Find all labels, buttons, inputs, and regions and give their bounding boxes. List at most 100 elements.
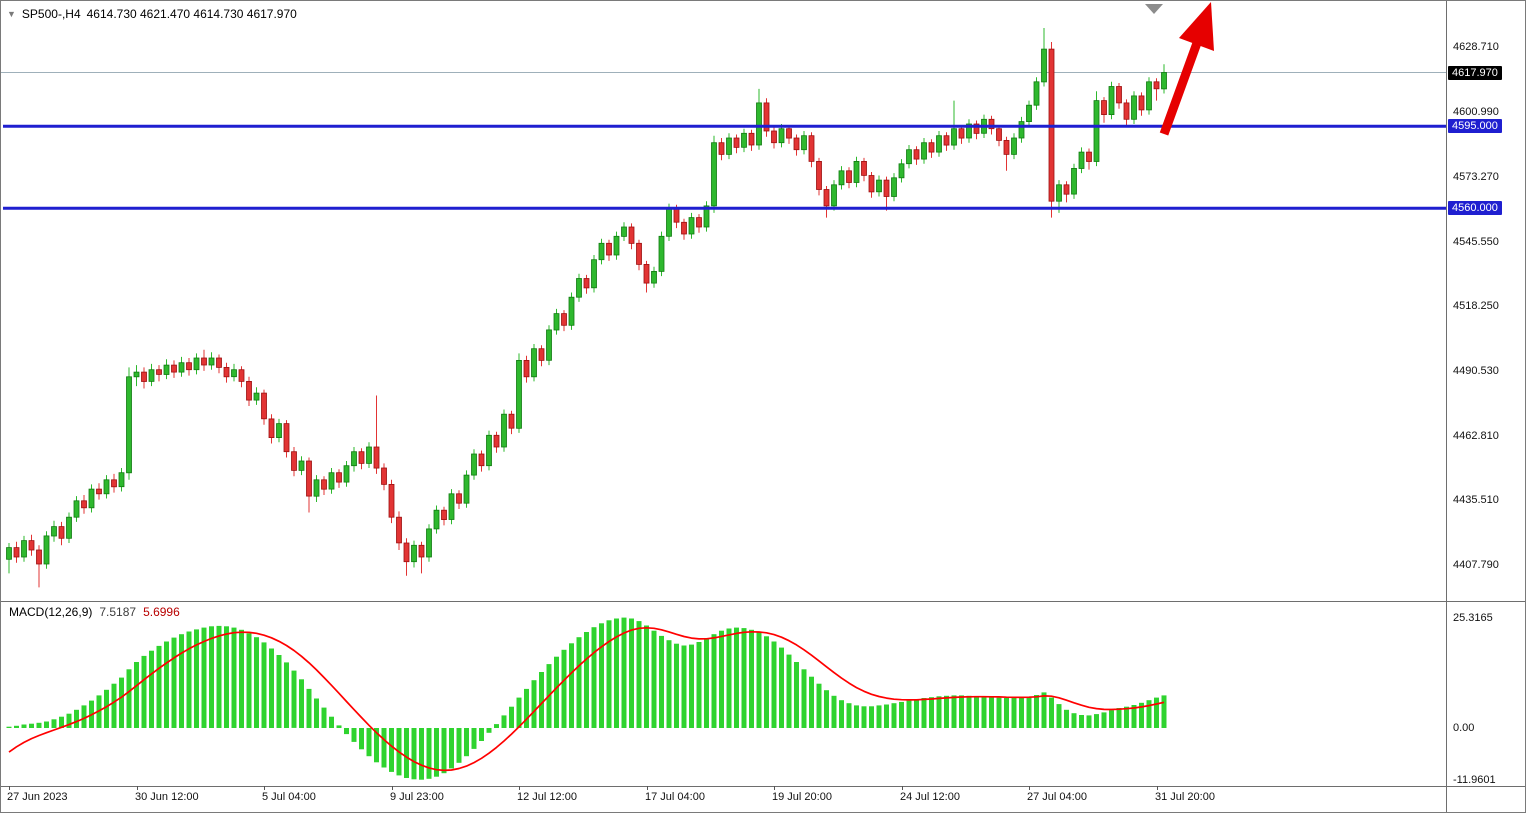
macd-histogram-bar <box>674 643 679 728</box>
macd-histogram-bar <box>314 698 319 728</box>
bear-candle <box>81 500 87 509</box>
macd-histogram-bar <box>494 724 499 728</box>
time-tick <box>774 786 775 790</box>
macd-histogram-bar <box>134 662 139 728</box>
bear-candle <box>673 207 680 223</box>
bull-candle <box>433 509 440 530</box>
bull-candle <box>726 137 732 155</box>
macd-histogram-bar <box>944 695 949 728</box>
macd-histogram-bar <box>254 637 259 728</box>
bear-candle <box>681 221 687 235</box>
bear-candle <box>861 160 867 176</box>
bull-candle <box>658 235 665 272</box>
bull-candle <box>898 163 905 179</box>
chart-header: ▼ SP500-,H4 4614.730 4621.470 4614.730 4… <box>7 7 297 21</box>
bear-candle <box>238 369 245 382</box>
bull-candle <box>576 278 582 298</box>
macd-histogram-bar <box>149 650 154 728</box>
macd-histogram-bar <box>456 728 462 763</box>
macd-histogram-bar <box>606 620 612 728</box>
macd-histogram-bar <box>216 625 222 728</box>
bear-candle <box>606 242 612 256</box>
price-tick-label: 4407.790 <box>1453 559 1499 571</box>
bear-candle <box>868 175 875 193</box>
bull-candle <box>591 259 597 289</box>
macd-histogram-bar <box>1146 700 1152 728</box>
bull-candle <box>936 135 942 153</box>
macd-histogram-bar <box>1064 709 1069 728</box>
macd-tick-label: -11.9601 <box>1453 774 1496 786</box>
price-tick-label: 4518.250 <box>1453 300 1499 312</box>
macd-histogram-bar <box>501 715 507 728</box>
bear-candle <box>358 451 365 464</box>
macd-histogram-bar <box>749 629 754 728</box>
macd-histogram-bar <box>1079 715 1084 728</box>
bull-candle <box>756 102 762 146</box>
macd-histogram-bar <box>734 627 739 728</box>
macd-histogram-bar <box>666 640 672 728</box>
macd-histogram-bar <box>74 709 79 728</box>
macd-histogram-bar <box>696 642 702 728</box>
bull-candle <box>253 392 260 401</box>
macd-histogram-bar <box>966 695 972 728</box>
macd-histogram-bar <box>516 697 522 728</box>
macd-histogram-bar <box>449 728 454 769</box>
macd-histogram-bar <box>359 728 364 750</box>
bear-candle <box>261 392 267 420</box>
time-tick <box>9 786 10 790</box>
bull-candle <box>951 128 957 146</box>
time-axis[interactable]: 27 Jun 2023 30 Jun 12:00 5 Jul 04:00 9 Jul … <box>1 786 1446 812</box>
macd-histogram-bar <box>171 637 177 728</box>
macd-histogram-bar <box>846 703 852 728</box>
macd-histogram-bar <box>381 728 387 768</box>
bear-candle <box>561 313 567 326</box>
macd-histogram-bar <box>1041 692 1047 728</box>
bear-candle <box>418 544 425 558</box>
bear-candle <box>1153 81 1160 90</box>
macd-histogram-bar <box>6 726 12 728</box>
bear-candle <box>816 160 822 190</box>
bear-candle <box>1086 151 1092 162</box>
bear-candle <box>96 488 102 495</box>
bull-candle <box>838 170 845 186</box>
time-axis-label: 9 Jul 23:00 <box>390 791 444 803</box>
bull-candle <box>501 413 507 448</box>
macd-histogram-bar <box>569 643 574 728</box>
bull-candle <box>613 235 620 256</box>
macd-histogram-bar <box>179 634 184 728</box>
bear-candle <box>388 483 395 518</box>
macd-histogram-bar <box>419 728 424 780</box>
trend-arrow-shaft[interactable] <box>1159 41 1202 136</box>
symbol-marker-icon: ▼ <box>7 9 16 19</box>
macd-histogram-bar <box>824 690 829 728</box>
macd-histogram-bar <box>374 728 379 763</box>
macd-histogram-bar <box>951 695 957 728</box>
bear-candle <box>793 137 800 151</box>
bear-candle <box>748 132 755 146</box>
bull-candle <box>73 500 80 518</box>
bull-candle <box>51 526 57 537</box>
macd-signal-value: 5.6996 <box>143 605 180 619</box>
price-axis[interactable]: 4628.710 4600.990 4573.270 4545.550 4518.250… <box>1447 1 1525 812</box>
macd-histogram-bar <box>989 697 994 728</box>
trend-arrow-head[interactable] <box>1179 2 1214 51</box>
macd-histogram-bar <box>344 728 349 735</box>
macd-histogram-bar <box>936 696 942 728</box>
bear-candle <box>883 179 890 197</box>
macd-histogram-bar <box>861 706 867 728</box>
macd-histogram-bar <box>681 645 687 728</box>
bull-candle <box>531 348 537 378</box>
macd-histogram-bar <box>389 728 394 772</box>
bull-candle <box>148 369 155 382</box>
bull-candle <box>298 460 305 471</box>
hline-price-label: 4560.000 <box>1448 201 1502 215</box>
macd-histogram-bar <box>1109 710 1114 728</box>
bear-candle <box>268 418 275 438</box>
chart-shift-marker-icon[interactable] <box>1145 4 1163 14</box>
macd-histogram-bar <box>764 636 769 728</box>
macd-histogram-bar <box>441 728 447 774</box>
macd-histogram-bar <box>36 722 42 728</box>
bull-candle <box>43 535 50 565</box>
pane-separator[interactable] <box>1 601 1525 602</box>
